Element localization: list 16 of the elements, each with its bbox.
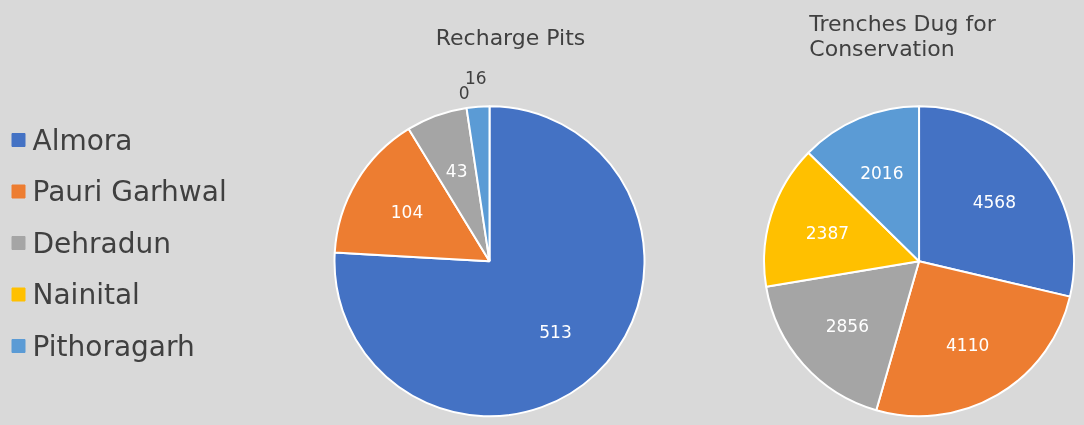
text: 0 (458, 83, 470, 104)
data-label: 2016 (860, 163, 904, 184)
legend-label: Almora (32, 123, 133, 157)
data-label: 2387 (805, 222, 850, 243)
data-label: 104 (390, 202, 424, 223)
data-label: 43 (445, 161, 468, 182)
data-label: 2856 (825, 315, 869, 336)
data-label: 4110 (946, 334, 990, 355)
legend-label: Pithoragarh (32, 329, 195, 363)
legend-label: Dehradun (32, 226, 171, 260)
chart-title: Trenches Dug for Conservation (808, 10, 997, 61)
data-label: 4568 (972, 192, 1016, 213)
chart-title: Recharge Pits (435, 25, 586, 50)
legend-label: Nainital (32, 278, 140, 311)
legend-label: Pauri Garhwal (32, 175, 227, 208)
data-label: 513 (539, 321, 572, 342)
